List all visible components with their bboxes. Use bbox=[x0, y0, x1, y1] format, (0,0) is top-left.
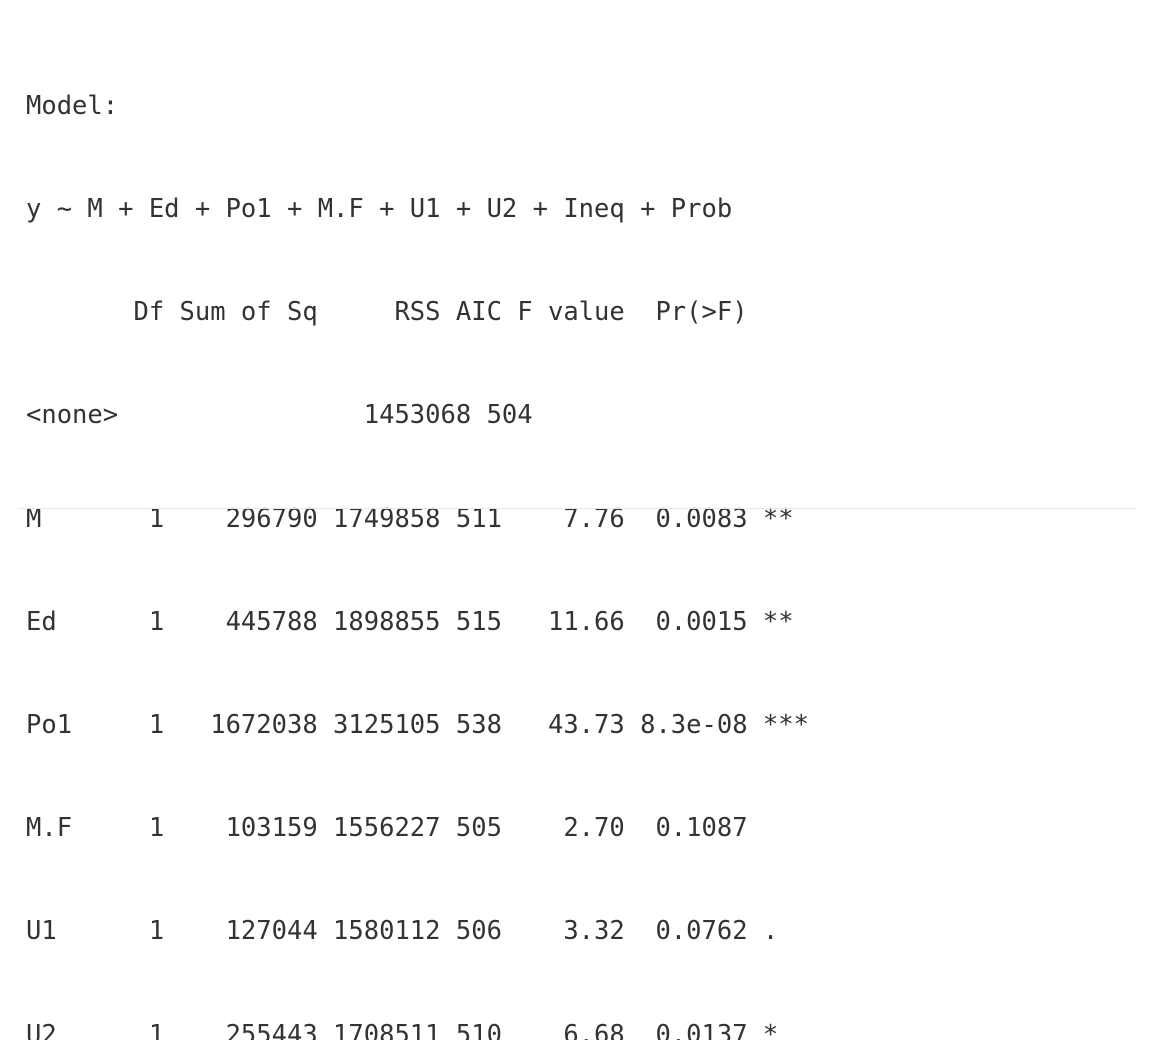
table-row-ed: Ed 1 445788 1898855 515 11.66 0.0015 ** bbox=[26, 606, 825, 637]
table-row-po1: Po1 1 1672038 3125105 538 43.73 8.3e-08 … bbox=[26, 710, 809, 741]
console-output: Model: y ~ M + Ed + Po1 + M.F + U1 + U2 … bbox=[26, 20, 978, 1040]
table-header: Df Sum of Sq RSS AIC F value Pr(>F) bbox=[26, 297, 809, 328]
model-formula: y ~ M + Ed + Po1 + M.F + U1 + U2 + Ineq … bbox=[26, 194, 733, 225]
bottom-divider bbox=[18, 508, 1137, 509]
table-row-m: M 1 296790 1749858 511 7.76 0.0083 ** bbox=[26, 503, 825, 534]
table-row-u2: U2 1 255443 1708511 510 6.68 0.0137 * bbox=[26, 1019, 825, 1040]
table-row-u1: U1 1 127044 1580112 506 3.32 0.0762 . bbox=[26, 916, 825, 947]
model-label: Model: bbox=[26, 90, 119, 121]
table-row-mf: M.F 1 103159 1556227 505 2.70 0.1087 bbox=[26, 813, 825, 844]
table-row-none: <none> 1453068 504 bbox=[26, 400, 871, 431]
